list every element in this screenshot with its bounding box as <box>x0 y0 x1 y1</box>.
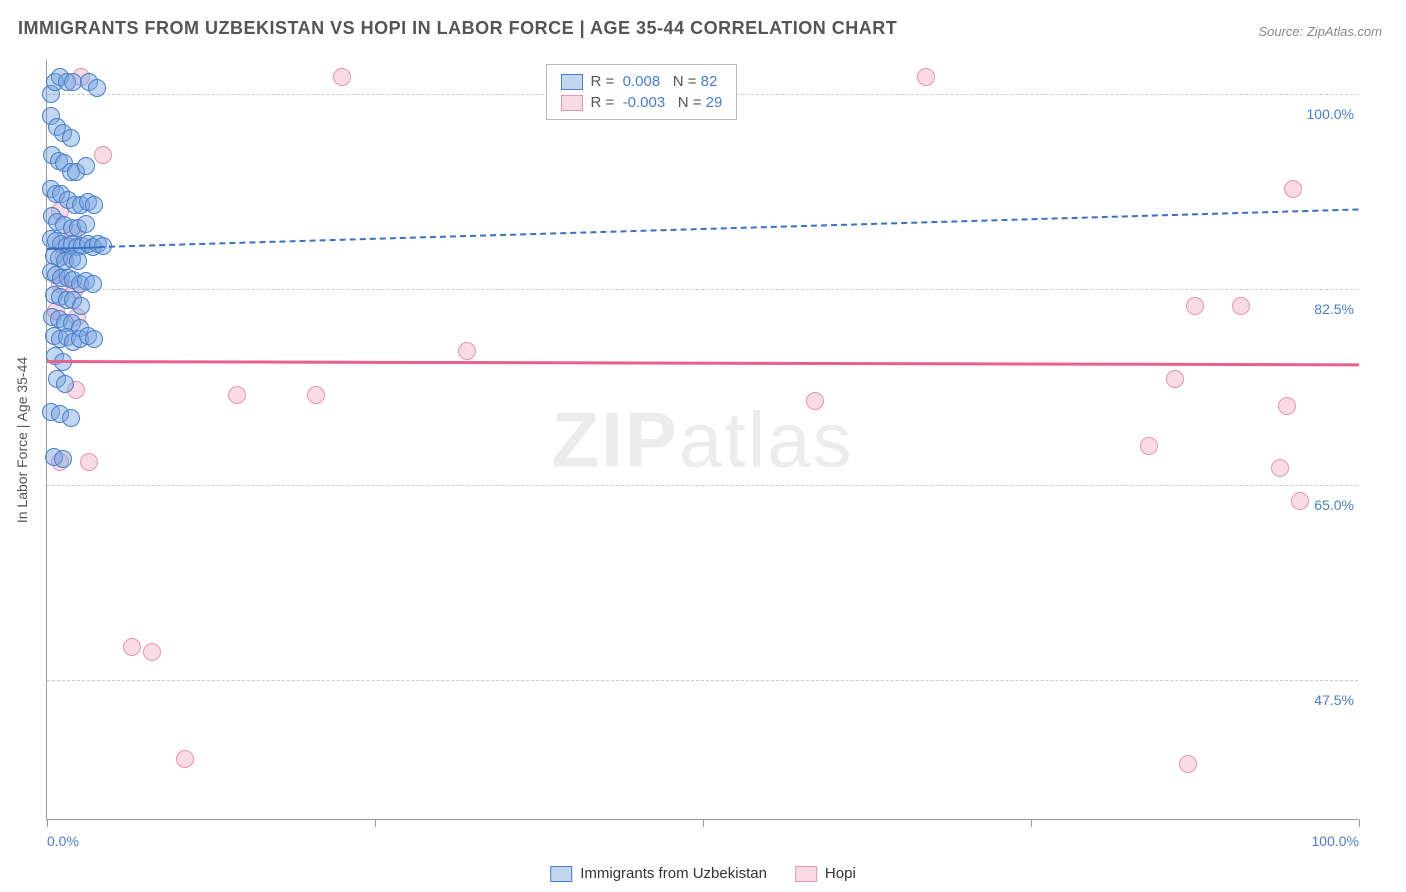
data-point <box>917 68 935 86</box>
data-point <box>80 453 98 471</box>
data-point <box>1284 180 1302 198</box>
data-point <box>85 330 103 348</box>
legend-swatch <box>561 74 583 90</box>
legend-swatch <box>550 866 572 882</box>
data-point <box>62 409 80 427</box>
data-point <box>1271 459 1289 477</box>
legend-stats: R = -0.003 N = 29 <box>591 94 723 111</box>
data-point <box>1232 297 1250 315</box>
data-point <box>1179 755 1197 773</box>
data-point <box>62 129 80 147</box>
data-point <box>88 79 106 97</box>
trendline <box>47 360 1359 366</box>
x-tick <box>1359 819 1360 827</box>
legend-bottom: Immigrants from Uzbekistan Hopi <box>550 865 856 882</box>
y-tick-label: 82.5% <box>1314 301 1360 317</box>
data-point <box>1166 370 1184 388</box>
watermark-light: atlas <box>679 395 854 483</box>
y-axis-title: In Labor Force | Age 35-44 <box>14 357 30 523</box>
y-tick-label: 47.5% <box>1314 692 1360 708</box>
data-point <box>94 146 112 164</box>
data-point <box>143 643 161 661</box>
data-point <box>458 342 476 360</box>
trendline <box>99 209 1359 249</box>
x-tick <box>47 819 48 827</box>
legend-item: Hopi <box>795 865 856 882</box>
data-point <box>77 215 95 233</box>
x-tick-label: 0.0% <box>47 833 79 849</box>
x-tick <box>703 819 704 827</box>
legend-swatch <box>561 95 583 111</box>
data-point <box>1140 437 1158 455</box>
data-point <box>806 392 824 410</box>
legend-correlation: R = 0.008 N = 82 R = -0.003 N = 29 <box>546 64 738 120</box>
data-point <box>1291 492 1309 510</box>
chart-title: IMMIGRANTS FROM UZBEKISTAN VS HOPI IN LA… <box>18 18 897 39</box>
data-point <box>54 450 72 468</box>
legend-row: R = 0.008 N = 82 <box>561 71 723 92</box>
legend-label: Hopi <box>825 865 856 882</box>
legend-label: Immigrants from Uzbekistan <box>580 865 767 882</box>
y-tick-label: 65.0% <box>1314 497 1360 513</box>
watermark-bold: ZIP <box>551 395 678 483</box>
plot-area: ZIPatlas 47.5%65.0%82.5%100.0%0.0%100.0%… <box>46 60 1358 820</box>
legend-row: R = -0.003 N = 29 <box>561 92 723 113</box>
source-attribution: Source: ZipAtlas.com <box>1258 24 1382 39</box>
legend-swatch <box>795 866 817 882</box>
legend-item: Immigrants from Uzbekistan <box>550 865 767 882</box>
data-point <box>1278 397 1296 415</box>
data-point <box>333 68 351 86</box>
data-point <box>176 750 194 768</box>
data-point <box>85 196 103 214</box>
data-point <box>56 375 74 393</box>
data-point <box>72 297 90 315</box>
gridline <box>47 289 1358 290</box>
y-tick-label: 100.0% <box>1307 106 1360 122</box>
data-point <box>307 386 325 404</box>
x-tick <box>1031 819 1032 827</box>
data-point <box>1186 297 1204 315</box>
gridline <box>47 485 1358 486</box>
data-point <box>123 638 141 656</box>
x-tick-label: 100.0% <box>1312 833 1359 849</box>
legend-stats: R = 0.008 N = 82 <box>591 73 718 90</box>
data-point <box>84 275 102 293</box>
x-tick <box>375 819 376 827</box>
data-point <box>69 252 87 270</box>
gridline <box>47 680 1358 681</box>
data-point <box>228 386 246 404</box>
data-point <box>77 157 95 175</box>
